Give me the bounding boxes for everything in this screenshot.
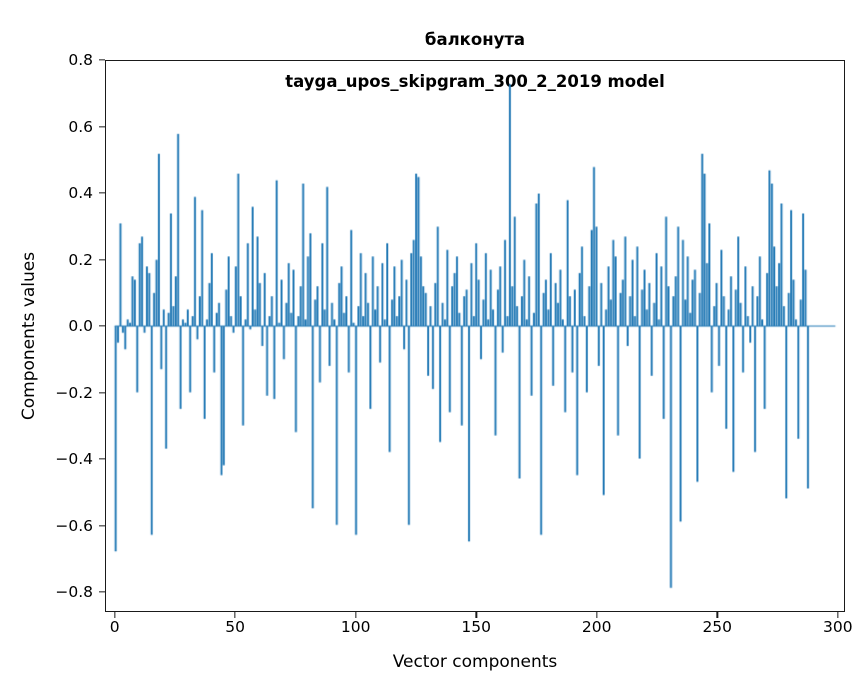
- y-tick-label: 0.0: [68, 317, 93, 336]
- x-tick-label: 150: [461, 618, 491, 636]
- x-tick-label: 50: [225, 618, 246, 636]
- x-tick-label: 200: [581, 618, 612, 636]
- y-tick-mark: [99, 591, 105, 593]
- plot-axes: [105, 60, 845, 612]
- x-tick-label: 300: [822, 618, 853, 636]
- x-tick-label: 0: [109, 618, 120, 636]
- y-axis-tick-labels: −0.8 −0.6 −0.4 −0.2 0.0 0.2 0.4 0.6 0.8: [0, 51, 93, 612]
- y-tick-label: −0.2: [55, 383, 93, 402]
- y-tick-label: −0.6: [55, 516, 93, 535]
- bar-series-canvas: [106, 61, 844, 611]
- x-tick-mark: [596, 612, 598, 618]
- x-tick-mark: [234, 612, 236, 618]
- y-tick-mark: [99, 125, 105, 128]
- y-tick-label: 0.2: [68, 250, 93, 269]
- y-tick-label: −0.4: [55, 450, 93, 469]
- y-tick-mark: [99, 59, 105, 61]
- y-tick-mark: [99, 458, 105, 460]
- y-tick-mark: [99, 192, 105, 194]
- y-tick-label: 0.8: [68, 51, 93, 69]
- y-tick-mark: [99, 258, 105, 261]
- x-tick-label: 250: [702, 618, 733, 636]
- y-tick-mark: [99, 325, 105, 327]
- y-tick-label: 0.6: [68, 117, 93, 136]
- y-tick-mark: [99, 524, 105, 527]
- x-tick-mark: [355, 612, 357, 618]
- x-axis-tick-labels: 0 50 100 150 200 250 300: [105, 618, 853, 642]
- x-tick-mark: [716, 612, 718, 618]
- x-axis-title: Vector components: [392, 652, 558, 672]
- y-axis-tick-marks: [0, 59, 105, 612]
- y-axis-title: Components values: [19, 251, 39, 421]
- x-tick-label: 100: [340, 618, 371, 636]
- y-tick-mark: [99, 391, 105, 394]
- y-tick-label: 0.4: [68, 184, 93, 202]
- x-tick-mark: [113, 612, 116, 618]
- x-axis-tick-marks: [105, 612, 845, 619]
- x-tick-mark: [837, 612, 839, 618]
- y-tick-label: −0.8: [55, 583, 93, 602]
- x-tick-mark: [475, 612, 477, 618]
- chart-title-line-1: балконута: [424, 30, 526, 49]
